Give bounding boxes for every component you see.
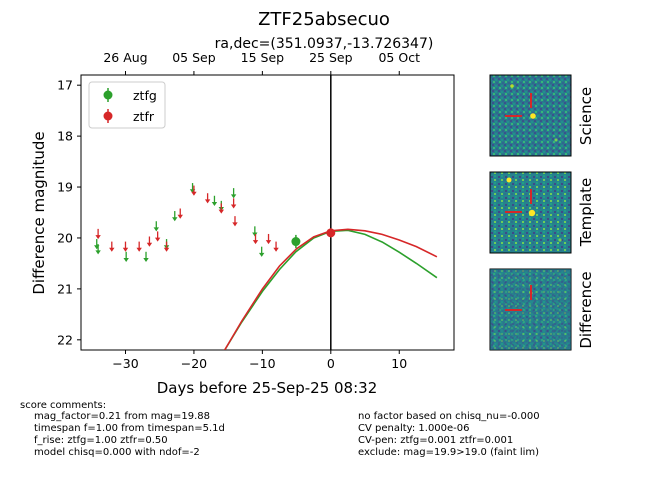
x-tick-label: 0: [327, 356, 335, 371]
upper-limit-arrow-ztfg: [230, 194, 237, 199]
upper-limit-arrow-ztfr: [109, 247, 115, 252]
science-label: Science: [577, 87, 595, 145]
upper-limit-arrow-ztfr: [218, 209, 225, 214]
y-tick-label: 18: [57, 129, 73, 144]
y-tick-label: 17: [57, 78, 73, 93]
y-axis-label: Difference magnitude: [30, 131, 48, 294]
top-tick-label: 15 Sep: [241, 50, 285, 65]
x-tick-label: −20: [181, 356, 207, 371]
upper-limit-arrow-ztfg: [153, 227, 159, 232]
comment-right-1: no factor based on chisq_nu=-0.000: [358, 411, 540, 422]
axis-ticks: −30 −20 −10 0 10 26 Aug 05 Sep 15 Sep 25 Sep 05 O…: [57, 50, 420, 371]
x-tick-label: −30: [112, 356, 138, 371]
template-label: Template: [577, 178, 595, 247]
legend-label-ztfg: ztfg: [133, 88, 157, 103]
plot-frame: [80, 74, 455, 351]
legend-label-ztfr: ztfr: [133, 109, 155, 124]
upper-limit-arrow-ztfr: [252, 240, 259, 245]
comment-left-2: timespan f=1.00 from timespan=5.1d: [34, 423, 225, 434]
comment-right-4: exclude: mag=19.9>19.0 (faint lim): [358, 447, 539, 458]
y-tick-label: 21: [57, 281, 73, 296]
upper-limit-arrow-ztfr: [154, 237, 161, 242]
y-tick-label: 22: [57, 332, 73, 347]
top-tick-label: 05 Sep: [172, 50, 216, 65]
detection-ztfg: [291, 237, 301, 247]
comment-right-2: CV penalty: 1.000e-06: [358, 423, 470, 434]
upper-limit-arrow-ztfg: [95, 250, 101, 255]
upper-limit-arrow-ztfr: [136, 247, 142, 252]
top-tick-label: 05 Oct: [378, 50, 420, 65]
upper-limit-arrow-ztfr: [177, 214, 183, 219]
comment-left-3: f_rise: ztfg=1.00 ztfr=0.50: [34, 435, 168, 446]
upper-limit-arrow-ztfg: [211, 201, 218, 206]
comment-left-1: mag_factor=0.21 from mag=19.88: [34, 411, 210, 422]
score-comments: score comments: mag_factor=0.21 from mag…: [20, 400, 540, 458]
chart-title: ZTF25absecuo: [258, 9, 390, 30]
top-tick-label: 26 Aug: [103, 50, 147, 65]
upper-limit-arrow-ztfr: [230, 204, 237, 209]
x-axis-label: Days before 25-Sep-25 08:32: [157, 379, 378, 397]
upper-limit-arrow-ztfr: [204, 199, 211, 204]
upper-limit-arrow-ztfr: [191, 191, 197, 196]
upper-limit-arrow-ztfr: [146, 242, 153, 247]
upper-limit-arrow-ztfg: [258, 252, 265, 257]
difference-label: Difference: [577, 271, 595, 348]
difference-cutout: [489, 268, 572, 351]
upper-limit-arrow-ztfr: [122, 247, 129, 252]
upper-limit-arrow-ztfg: [172, 217, 178, 222]
y-tick-label: 20: [57, 230, 73, 245]
upper-limit-arrow-ztfg: [143, 257, 149, 262]
plot-area: [94, 75, 438, 350]
upper-limit-arrow-ztfr: [95, 235, 101, 240]
legend-marker-ztfr: [103, 111, 113, 121]
y-tick-label: 19: [57, 180, 73, 195]
science-cutout: [489, 74, 572, 157]
template-cutout: [489, 171, 572, 254]
comment-right-3: CV-pen: ztfg=0.001 ztfr=0.001: [358, 435, 513, 446]
upper-limit-arrow-ztfr: [232, 222, 238, 227]
detection-ztfr: [326, 228, 336, 238]
upper-limit-arrow-ztfr: [163, 247, 170, 252]
upper-limit-arrow-ztfr: [273, 247, 279, 252]
legend: ztfg ztfr: [88, 81, 166, 129]
x-tick-label: −10: [249, 356, 275, 371]
top-tick-label: 25 Sep: [309, 50, 353, 65]
upper-limit-arrow-ztfr: [265, 240, 272, 245]
upper-limit-arrow-ztfg: [123, 257, 129, 262]
comments-header: score comments:: [20, 400, 106, 411]
legend-marker-ztfg: [103, 90, 113, 100]
comment-left-4: model chisq=0.000 with ndof=-2: [34, 447, 200, 458]
upper-limit-arrow-ztfg: [252, 232, 258, 237]
chart-subtitle: ra,dec=(351.0937,-13.726347): [215, 36, 434, 52]
x-tick-label: 10: [391, 356, 407, 371]
